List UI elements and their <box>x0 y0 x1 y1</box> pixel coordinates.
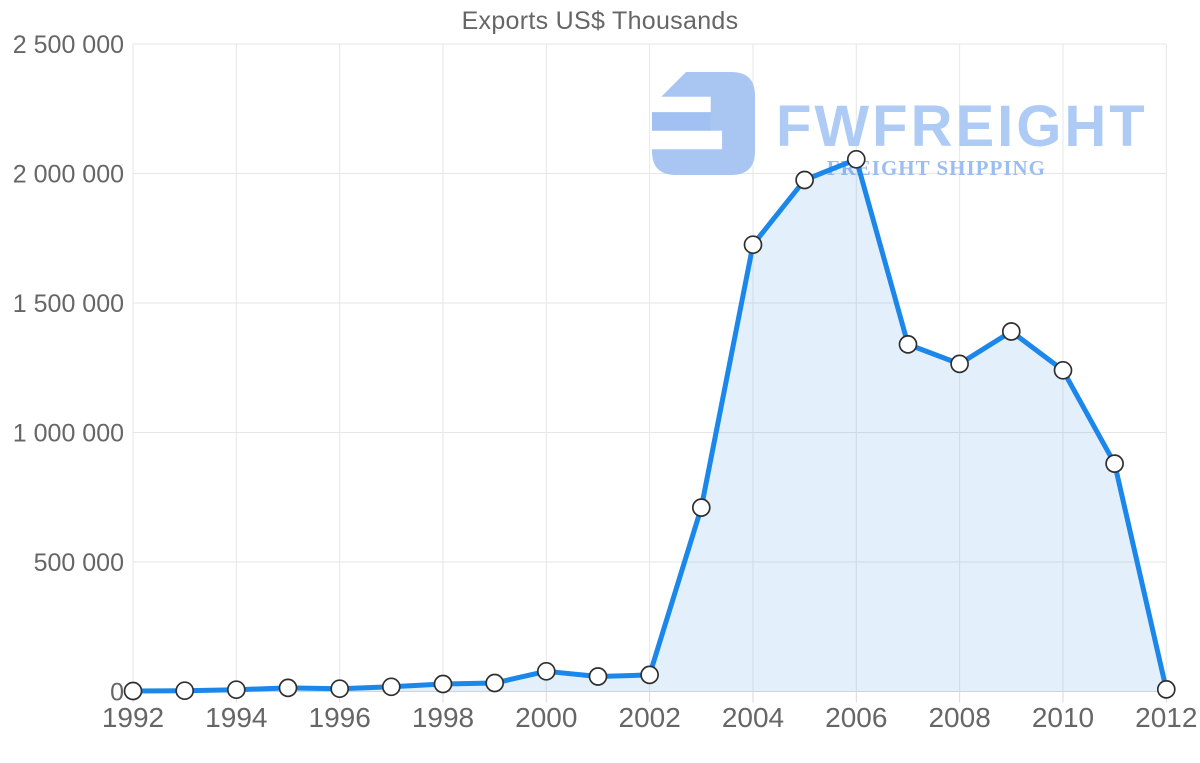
x-axis-tick-label: 1998 <box>412 702 474 733</box>
x-axis-tick-label: 2010 <box>1032 702 1094 733</box>
data-point-marker <box>278 678 298 698</box>
data-point-marker <box>691 498 711 517</box>
watermark-tagline-text: FREIGHT SHIPPING <box>826 156 1046 180</box>
data-point-marker <box>226 680 246 700</box>
x-axis-tick-label: 1992 <box>102 702 164 733</box>
data-point-marker <box>175 681 195 701</box>
y-axis-tick-label: 500 000 <box>34 549 124 577</box>
series-area-fill <box>133 159 1167 692</box>
x-axis-tick-label: 2012 <box>1135 702 1197 733</box>
chart-title: Exports US$ Thousands <box>461 7 739 35</box>
x-axis-tick-label: 2008 <box>928 702 990 733</box>
data-point-marker <box>381 677 401 697</box>
data-point-marker <box>588 667 608 686</box>
x-axis-tick-label: 1996 <box>309 702 371 733</box>
y-axis-tick-label: 2 000 000 <box>13 161 124 189</box>
x-axis-tick-label: 1994 <box>205 702 267 733</box>
data-point-marker <box>485 673 505 693</box>
data-point-marker <box>743 235 763 255</box>
data-point-marker <box>1001 322 1021 341</box>
x-axis-tick-label: 2004 <box>722 702 784 733</box>
data-point-marker <box>1105 454 1124 473</box>
data-point-marker <box>950 354 969 374</box>
y-axis-tick-label: 1 500 000 <box>13 290 124 318</box>
y-axis-tick-label: 1 000 000 <box>13 420 124 448</box>
watermark: FWFREIGHT FREIGHT SHIPPING <box>648 66 1158 186</box>
data-point-marker <box>433 674 453 694</box>
series-line <box>130 156 1169 694</box>
x-axis-tick-label: 2000 <box>515 702 577 733</box>
x-axis-tick-label: 2006 <box>825 702 887 733</box>
watermark-brand-text: FWFREIGHT <box>776 94 1148 159</box>
data-point-marker <box>536 661 556 681</box>
data-point-marker <box>640 665 659 685</box>
data-point-marker <box>330 679 350 699</box>
data-point-marker <box>898 335 918 354</box>
data-point-marker <box>123 681 143 701</box>
x-axis-tick-label: 2002 <box>619 702 681 733</box>
fwfreight-logo-icon <box>652 72 755 175</box>
data-point-marker <box>1053 360 1073 380</box>
y-axis-tick-label: 0 <box>110 679 124 707</box>
data-point-marker <box>1156 680 1176 699</box>
